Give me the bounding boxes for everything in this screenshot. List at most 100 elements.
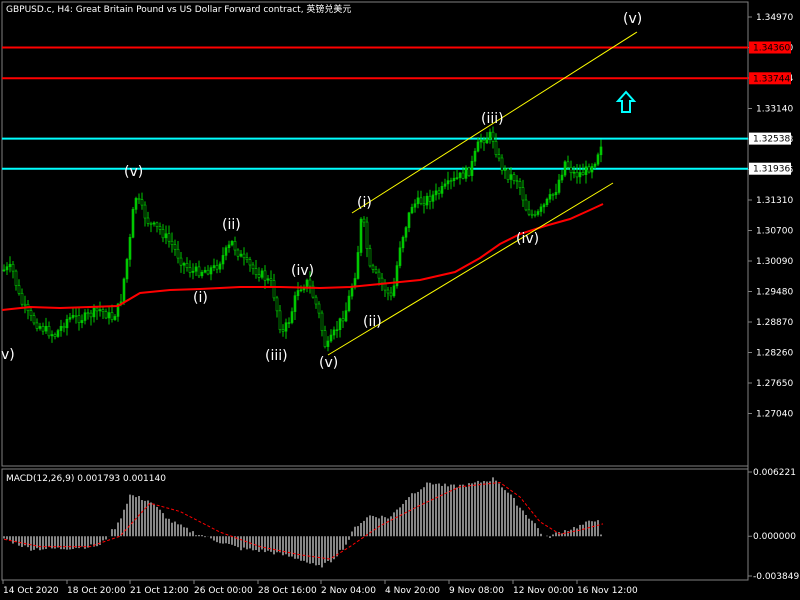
time-tick-label: 18 Oct 20:00 — [67, 586, 126, 596]
candle-body — [581, 172, 585, 175]
candle-body — [272, 280, 276, 299]
macd-panel[interactable] — [1, 468, 749, 581]
macd-tick-label: -0.003849 — [753, 572, 799, 582]
candle-body — [173, 244, 177, 250]
candle-body — [71, 315, 75, 318]
candle-body — [491, 131, 495, 142]
candle-body — [80, 320, 84, 323]
candle-body — [161, 229, 165, 239]
candle-body — [107, 312, 111, 319]
wave-label: (iii) — [265, 348, 288, 364]
candle-body — [182, 263, 186, 266]
candle-body — [437, 190, 441, 194]
candle-body — [122, 278, 126, 303]
candle-body — [458, 172, 462, 178]
candle-body — [449, 180, 453, 182]
candle-body — [542, 204, 546, 208]
candle-body — [380, 277, 384, 284]
level-badge — [749, 72, 791, 85]
candle-body — [41, 326, 45, 332]
channel-upper-line[interactable] — [351, 31, 638, 214]
candle-body — [68, 317, 72, 320]
candle-body — [77, 315, 81, 323]
price-tick-label: 1.29480 — [756, 288, 793, 298]
candle-body — [281, 329, 285, 332]
candle-body — [368, 248, 372, 267]
wave-label: (ii) — [222, 217, 241, 233]
candle-body — [170, 240, 174, 245]
candle-body — [269, 278, 273, 281]
candles — [2, 126, 603, 352]
candle-body — [431, 194, 435, 202]
candle-body — [485, 138, 489, 144]
candle-body — [215, 265, 219, 270]
candle-body — [551, 194, 555, 196]
candle-body — [224, 247, 228, 256]
candle-body — [371, 265, 375, 270]
candle-body — [284, 322, 288, 332]
candle-body — [539, 206, 543, 212]
candle-body — [245, 257, 249, 261]
candle-body — [131, 209, 135, 238]
candle-body — [236, 249, 240, 257]
candle-body — [443, 183, 447, 187]
candle-body — [200, 271, 204, 277]
candle-body — [434, 190, 438, 196]
candle-body — [143, 204, 147, 219]
candle-body — [266, 278, 270, 281]
candle-body — [536, 211, 540, 215]
candle-body — [110, 312, 114, 320]
up-arrow-icon[interactable] — [615, 90, 637, 113]
candle-body — [566, 161, 570, 168]
candle-body — [497, 154, 501, 159]
candle-body — [530, 213, 534, 216]
candle-body — [197, 266, 201, 277]
wave-label: (i) — [357, 195, 372, 211]
candle-body — [506, 168, 510, 180]
candle-body — [326, 340, 330, 347]
candle-body — [482, 139, 486, 144]
candle-body — [296, 290, 300, 296]
candle-body — [572, 171, 576, 174]
candle-body — [503, 168, 507, 171]
candle-body — [11, 263, 15, 272]
time-tick-label: 2 Nov 04:00 — [321, 586, 376, 596]
candle-body — [389, 292, 393, 297]
candle-body — [584, 166, 588, 175]
macd-axis: 0.006221 0.000000 -0.003849 — [748, 468, 799, 582]
candle-body — [344, 310, 348, 322]
candle-body — [419, 197, 423, 204]
candle-body — [314, 296, 318, 305]
time-tick-label: 4 Nov 20:00 — [385, 586, 440, 596]
candle-body — [275, 297, 279, 312]
level-badge — [749, 162, 791, 175]
time-axis: 14 Oct 2020 18 Oct 20:00 21 Oct 12:00 26 Oc… — [2, 580, 638, 596]
candle-body — [35, 322, 39, 329]
wave-label: (v) — [623, 11, 642, 27]
price-tick-label: 1.30090 — [756, 257, 793, 267]
candle-body — [83, 312, 87, 321]
price-tick-label: 1.34970 — [756, 13, 793, 23]
candle-body — [206, 269, 210, 275]
candle-body — [509, 174, 513, 180]
time-tick-label: 21 Oct 12:00 — [130, 586, 189, 596]
candle-body — [329, 334, 333, 342]
level-lines[interactable] — [2, 46, 748, 170]
candle-body — [167, 233, 171, 242]
candle-body — [452, 177, 456, 181]
trend-channel[interactable] — [327, 31, 638, 356]
level-badge-label: 1.31936 — [753, 165, 790, 175]
candle-body — [23, 303, 27, 306]
candle-body — [65, 318, 69, 329]
candle-body — [185, 263, 189, 268]
candle-body — [179, 257, 183, 266]
price-panel[interactable] — [1, 1, 749, 467]
candle-body — [350, 287, 354, 297]
candle-body — [593, 163, 597, 167]
candle-body — [563, 161, 567, 176]
channel-lower-line[interactable] — [327, 182, 614, 356]
wave-label: (iii) — [481, 111, 504, 127]
level-badge — [749, 132, 791, 145]
